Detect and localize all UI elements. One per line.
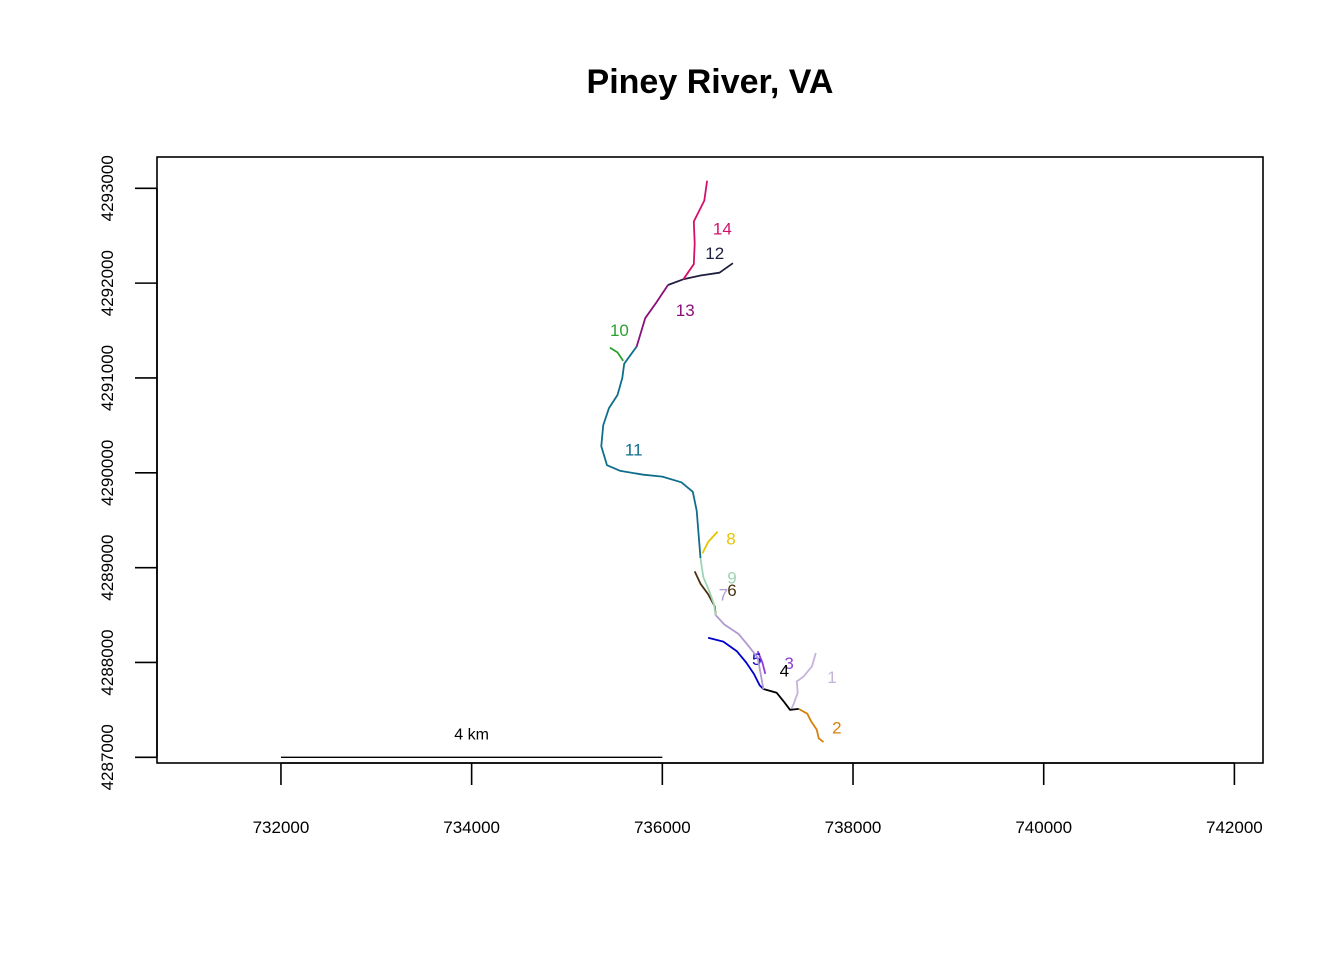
y-tick-label: 4289000	[98, 535, 117, 601]
x-tick-label: 740000	[1015, 818, 1072, 837]
stream-segment-4	[763, 688, 799, 711]
stream-segment-14	[682, 180, 708, 280]
stream-segment-12	[667, 262, 734, 286]
segment-label-2: 2	[832, 718, 841, 737]
map-title: Piney River, VA	[587, 63, 834, 101]
segment-label-14: 14	[713, 220, 732, 239]
stream-segment-8	[701, 530, 719, 554]
stream-segment-2	[798, 708, 825, 743]
y-tick-label: 4293000	[98, 155, 117, 221]
y-tick-label: 4292000	[98, 250, 117, 316]
x-tick-label: 736000	[634, 818, 691, 837]
stream-segment-11	[600, 346, 702, 559]
segment-label-6: 6	[727, 581, 736, 600]
y-tick-label: 4291000	[98, 345, 117, 411]
segment-label-12: 12	[705, 244, 724, 263]
stream-segment-10	[609, 346, 624, 362]
segment-label-13: 13	[676, 301, 695, 320]
stream-segment-3	[756, 650, 767, 675]
segment-label-1: 1	[827, 668, 836, 687]
y-axis: 4287000 4288000 4289000 4290000 4291000 42920…	[98, 155, 158, 790]
stream-segment-5	[707, 636, 765, 690]
y-tick-label: 4287000	[98, 724, 117, 790]
segment-label-10: 10	[610, 321, 629, 340]
segment-label-4: 4	[780, 661, 789, 680]
stream-segment-9	[699, 558, 717, 616]
y-tick-label: 4290000	[98, 440, 117, 506]
x-tick-label: 742000	[1206, 818, 1263, 837]
segment-label-3: 3	[784, 654, 793, 673]
segment-label-5: 5	[752, 650, 761, 669]
x-tick-label: 738000	[825, 818, 882, 837]
y-tick-label: 4288000	[98, 629, 117, 695]
stream-segment-13	[635, 284, 669, 347]
stream-segment-1	[790, 652, 817, 711]
scale-bar-label: 4 km	[454, 726, 489, 743]
stream-segment-7	[715, 614, 765, 690]
x-axis: 732000 734000 736000 738000 740000 742000	[253, 762, 1263, 837]
segment-label-8: 8	[726, 530, 735, 549]
stream-segment-6	[693, 571, 717, 616]
x-tick-label: 734000	[443, 818, 500, 837]
scale-bar: 4 km	[280, 726, 663, 759]
segment-label-7: 7	[719, 586, 728, 605]
segment-label-9: 9	[727, 569, 736, 588]
x-tick-label: 732000	[253, 818, 310, 837]
segment-label-11: 11	[625, 440, 643, 459]
